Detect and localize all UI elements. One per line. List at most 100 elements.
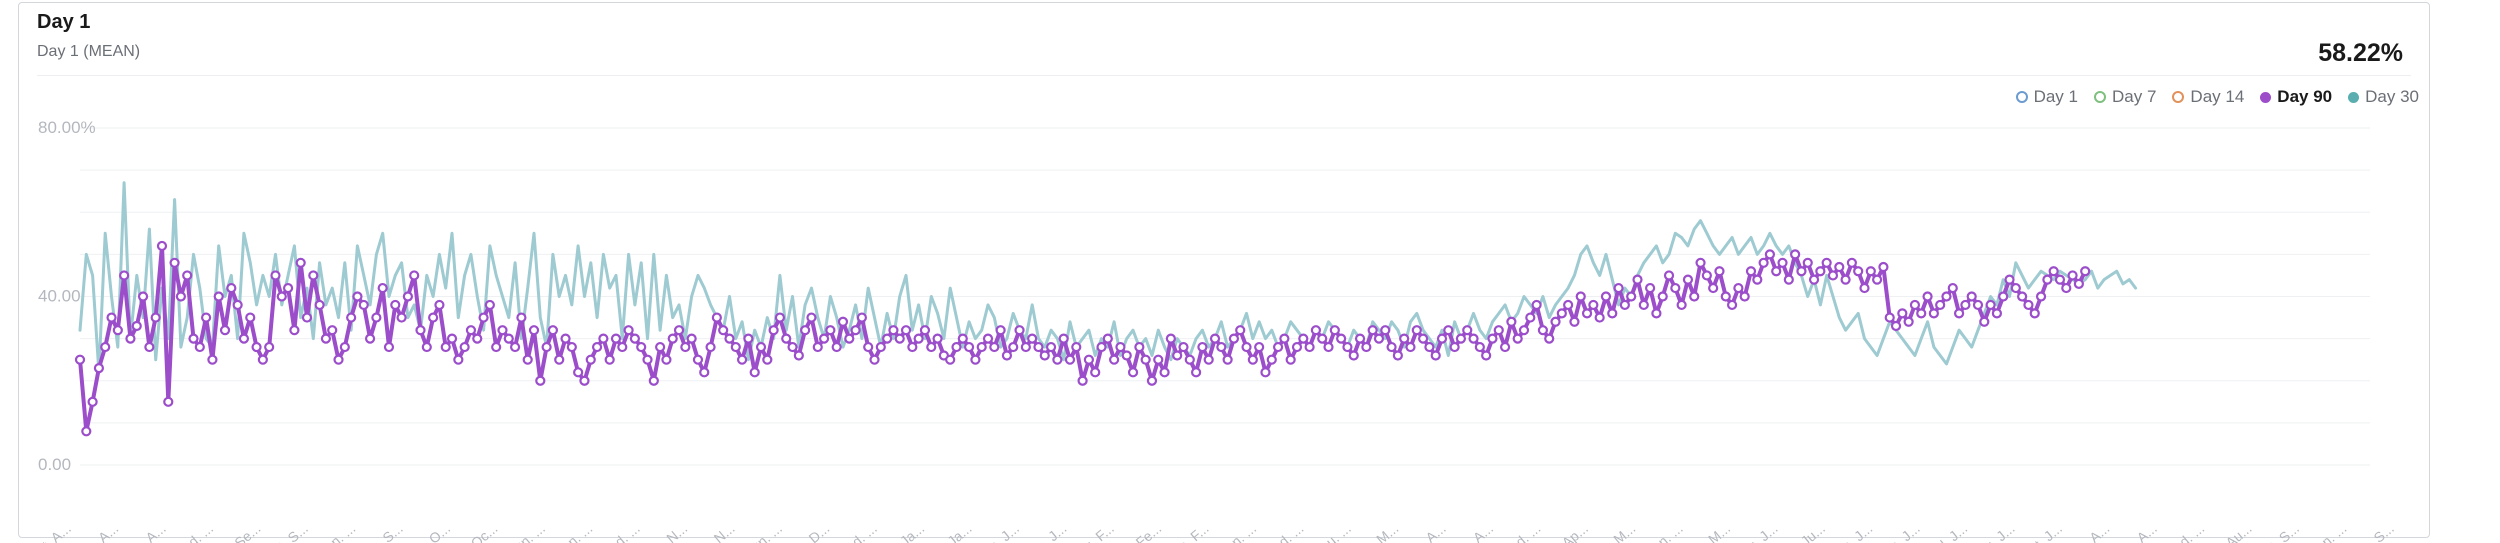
summary-value: 58.22% [2318,39,2403,67]
data-point [610,333,622,344]
data-point [1928,308,1939,319]
data-point [226,282,237,294]
legend-item-day-90[interactable]: Day 90 [2260,87,2332,107]
data-point [1998,291,2009,302]
data-point [1840,274,1851,285]
data-point [1411,325,1422,336]
data-point [1733,282,1744,294]
x-tick-label: Fri. Au... [2204,520,2254,543]
x-tick-label: Sun. ... [504,520,548,543]
data-point [194,341,205,353]
data-point [1695,257,1706,268]
data-point [535,375,546,386]
data-point [125,333,136,344]
data-point [1897,308,1908,319]
data-point [1310,325,1322,336]
data-point [396,312,407,323]
legend-item-day-7[interactable]: Day 7 [2094,87,2156,107]
data-point [1493,325,1504,336]
data-point [257,354,268,365]
data-point [201,312,212,323]
data-point [1096,341,1107,353]
data-point [1209,333,1221,344]
data-point [1821,257,1832,268]
x-tick-label: Tue. S... [355,520,405,543]
legend-item-day-1[interactable]: Day 1 [2015,87,2078,107]
x-tick-label: Fri. Se... [213,520,264,543]
data-point [1802,257,1813,268]
data-point [131,320,142,332]
data-point [1499,341,1511,353]
data-point [1600,291,1612,302]
x-tick-label: Sun. J... [1826,520,1876,543]
data-point [1588,299,1599,311]
x-tick-label: Fri. Oc... [449,520,500,543]
data-point [308,270,319,281]
data-point [1285,354,1296,365]
data-point [1487,333,1498,344]
data-point [1506,316,1517,327]
data-point [781,333,792,344]
data-point [207,354,218,365]
x-tick-label: Sat. J... [2018,520,2065,543]
data-point [850,325,861,336]
data-point [1714,266,1725,277]
data-point [1102,333,1113,344]
data-point [774,312,786,323]
x-tick-label: Thu. F... [1068,520,1117,543]
data-point [1165,333,1176,344]
x-tick-label: Wed. ... [2160,520,2207,543]
data-point [1689,291,1700,302]
data-point [144,341,155,353]
y-axis-labels: 80.00% 40.00 0.00 [38,118,96,474]
data-point [787,341,798,353]
data-point [219,325,231,336]
x-tick-label: Fri. Ja... [878,520,927,543]
legend-label: Day 30 [2365,87,2419,106]
data-point [1001,350,1013,361]
data-point [421,341,432,353]
data-point [428,312,439,323]
data-point [156,240,168,252]
data-point [100,341,111,353]
x-tick-label: Sat. S... [2254,520,2302,543]
data-point [718,325,729,336]
data-point [1266,354,1277,365]
data-point [1878,261,1889,273]
data-point [1783,274,1794,285]
data-point [2023,299,2034,311]
data-point [459,341,470,353]
data-point [1222,354,1233,365]
data-point [932,333,943,344]
data-point [907,341,918,353]
data-point [1916,308,1927,319]
data-point [1777,257,1788,268]
data-point [1947,282,1958,294]
data-point [2004,274,2015,285]
data-point [711,312,722,323]
data-point [1985,299,1996,311]
data-point [1380,325,1391,336]
data-point [81,426,92,437]
data-point [598,333,609,344]
data-point [768,325,779,336]
data-point [1619,299,1630,311]
data-point [825,325,836,336]
data-point [1449,341,1460,353]
data-point [1216,341,1227,353]
x-tick-label: Sun. A... [1398,520,1449,543]
data-point [1386,341,1397,353]
legend-item-day-14[interactable]: Day 14 [2172,87,2244,107]
data-point [970,354,981,365]
data-point [1228,333,1240,344]
legend-item-day-30[interactable]: Day 30 [2348,87,2419,107]
x-tick-label: Tue. M... [1681,520,1733,543]
data-point [112,325,123,336]
data-point [888,325,899,336]
data-point [1203,354,1214,365]
data-point [547,325,559,336]
x-tick-label: Fri. Ap... [1541,520,1591,543]
data-point [1235,325,1246,336]
legend-label: Day 7 [2112,87,2157,106]
data-point [453,354,464,365]
